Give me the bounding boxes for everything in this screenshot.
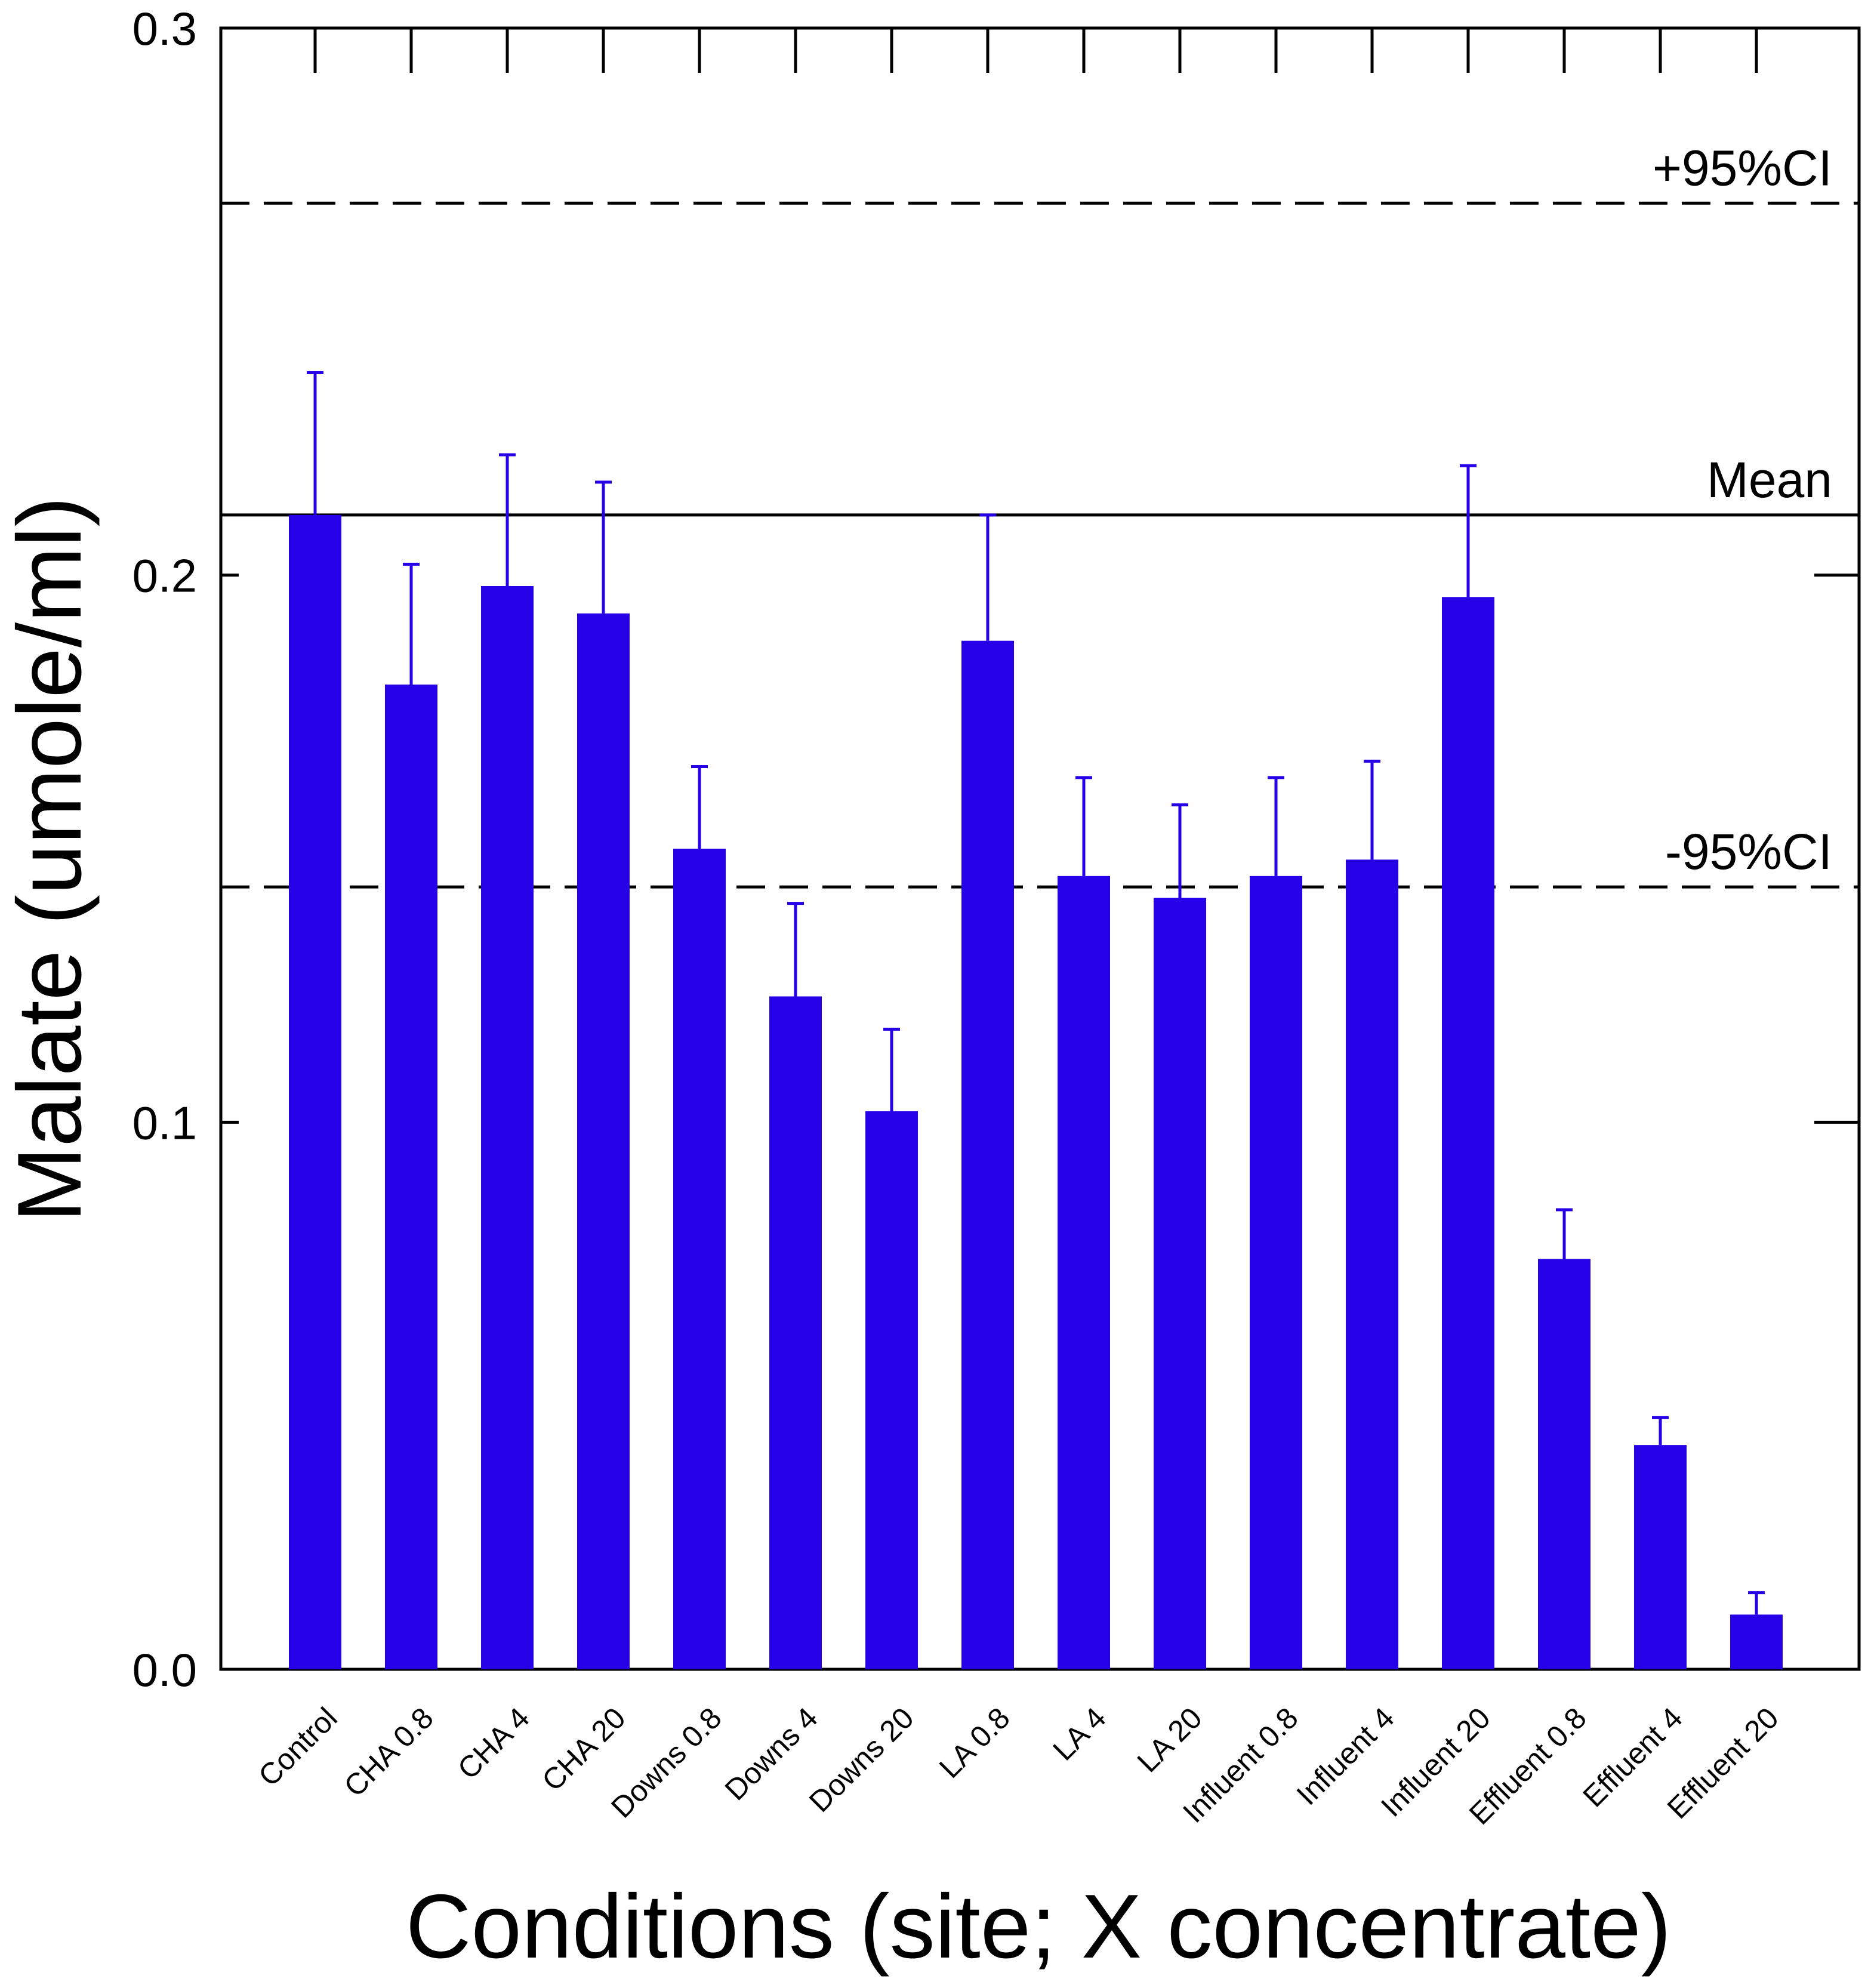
bar xyxy=(1058,876,1110,1669)
reference-lines: +95%CI Mean -95%CI xyxy=(221,140,1859,889)
y-tick-label: 0.3 xyxy=(132,2,197,55)
bar xyxy=(1538,1259,1590,1669)
reference-line-label: -95%CI xyxy=(1665,824,1832,880)
bar xyxy=(385,685,437,1669)
bar xyxy=(673,849,726,1669)
bar xyxy=(865,1111,918,1669)
x-tick-label: LA 20 xyxy=(1131,1701,1209,1779)
bar xyxy=(1154,898,1206,1669)
y-axis-title: Malate (umole/ml) xyxy=(0,497,100,1222)
bar xyxy=(577,613,630,1669)
x-tick-label: CHA 0.8 xyxy=(338,1701,440,1803)
bar xyxy=(961,640,1014,1669)
x-tick-label: Control xyxy=(252,1701,344,1793)
plot-frame xyxy=(219,26,1861,1671)
reference-line-label: Mean xyxy=(1707,452,1832,508)
plot-border xyxy=(219,26,1861,1671)
error-bars xyxy=(307,371,1765,1615)
y-tick-label: 0.2 xyxy=(132,550,197,602)
x-tick-label: CHA 4 xyxy=(451,1701,536,1786)
bar xyxy=(1442,597,1494,1670)
bar xyxy=(769,996,822,1669)
y-axis: 0.0 0.1 0.2 0.3 xyxy=(132,2,1859,1696)
x-axis-title: Conditions (site; X concentrate) xyxy=(406,1876,1672,1977)
y-tick-label: 0.0 xyxy=(132,1644,197,1696)
y-tick-label: 0.1 xyxy=(132,1096,197,1149)
reference-line-label: +95%CI xyxy=(1653,140,1832,196)
x-tick-label: Downs 20 xyxy=(803,1701,920,1819)
bar xyxy=(1346,859,1398,1669)
x-tick-label: LA 0.8 xyxy=(933,1701,1016,1784)
bar xyxy=(481,586,534,1669)
bar xyxy=(1730,1614,1783,1669)
bar xyxy=(289,514,341,1670)
bar xyxy=(1250,876,1302,1669)
bars xyxy=(289,514,1783,1670)
x-tick-label: LA 4 xyxy=(1046,1701,1112,1767)
x-tick-label: CHA 20 xyxy=(535,1701,631,1797)
bar xyxy=(1634,1445,1687,1669)
